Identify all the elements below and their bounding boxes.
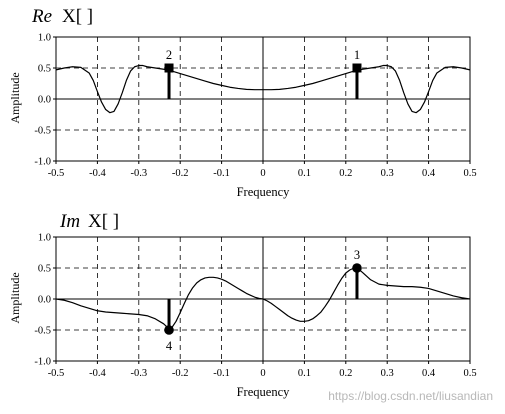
y-tick-label: 0.5	[38, 264, 51, 275]
x-tick-label: 0.2	[339, 368, 352, 379]
x-tick-label: 0.4	[422, 368, 436, 379]
marker-circle	[164, 325, 174, 335]
x-tick-label: -0.1	[213, 168, 230, 179]
x-tick-label: -0.3	[130, 368, 147, 379]
x-tick-label: -0.2	[172, 368, 189, 379]
watermark: https://blog.csdn.net/liusandian	[328, 389, 493, 403]
chart-real-part: Re X[ ] Amplitude Frequency -0.5 -0.4 -0.3…	[8, 6, 477, 199]
x-axis-label: Frequency	[237, 385, 291, 399]
title-italic: Im	[59, 211, 80, 232]
x-tick-label: -0.5	[48, 168, 65, 179]
title-rest: X[ ]	[62, 6, 93, 27]
marker-label: 1	[354, 48, 360, 62]
series-line	[55, 64, 471, 114]
chart-imaginary-part: Im X[ ] Amplitude Frequency -0.5 -0.4 -0.3…	[8, 211, 477, 399]
y-tick-label: -0.5	[34, 326, 51, 337]
x-tick-label: -0.2	[172, 168, 189, 179]
x-tick-label: 0.2	[339, 168, 352, 179]
x-tick-label: 0.3	[381, 368, 394, 379]
x-tick-label: 0	[260, 168, 265, 179]
x-tick-label: 0.1	[298, 168, 311, 179]
y-tick-label: -0.5	[34, 126, 51, 137]
x-tick-label: 0.4	[422, 168, 436, 179]
marker-label: 3	[354, 248, 360, 262]
marker-square	[352, 63, 362, 73]
y-tick-label: 0.5	[38, 64, 51, 75]
title-italic: Re	[31, 6, 52, 27]
y-tick-label: 1.0	[38, 33, 51, 44]
x-tick-label: -0.4	[89, 168, 106, 179]
x-tick-label: 0.5	[463, 168, 476, 179]
y-axis-label: Amplitude	[8, 272, 22, 323]
y-tick-label: -1.0	[34, 357, 51, 368]
x-tick-label: -0.1	[213, 368, 230, 379]
marker-label: 4	[166, 339, 173, 353]
x-axis-label: Frequency	[237, 185, 291, 199]
x-tick-label: 0.1	[298, 368, 311, 379]
x-tick-label: -0.3	[130, 168, 147, 179]
y-tick-label: -1.0	[34, 157, 51, 168]
y-tick-label: 1.0	[38, 233, 51, 244]
x-tick-label: 0.5	[463, 368, 476, 379]
x-tick-label: -0.5	[48, 368, 65, 379]
x-tick-label: 0.3	[381, 168, 394, 179]
y-tick-label: 0.0	[38, 295, 51, 306]
marker-circle	[352, 263, 362, 273]
series-line	[55, 267, 471, 330]
y-tick-label: 0.0	[38, 95, 51, 106]
x-tick-label: 0	[260, 368, 265, 379]
marker-label: 2	[166, 48, 172, 62]
marker-square	[164, 63, 174, 73]
y-axis-label: Amplitude	[8, 72, 22, 123]
title-rest: X[ ]	[88, 211, 119, 232]
x-tick-label: -0.4	[89, 368, 106, 379]
